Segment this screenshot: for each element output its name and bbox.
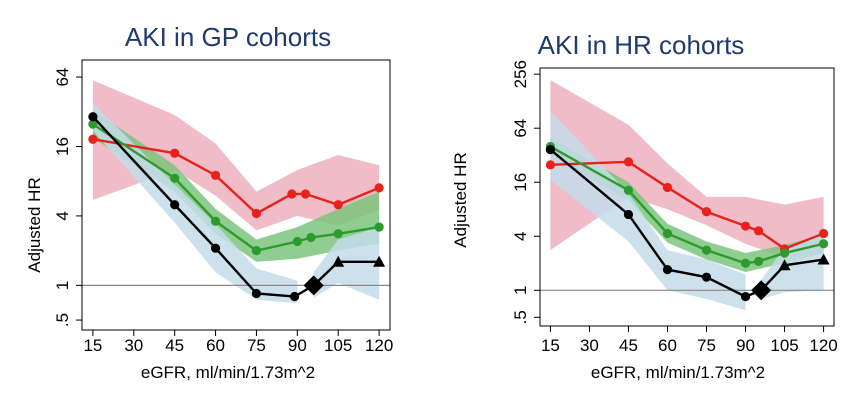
- y-tick-label: .5: [53, 313, 72, 327]
- data-point-green: [292, 236, 302, 247]
- x-tick-label: 45: [165, 336, 184, 355]
- y-tick-label: 16: [511, 173, 530, 192]
- data-point-green: [753, 256, 764, 266]
- ci-band-black-2: [92, 103, 298, 304]
- data-point-red: [753, 226, 764, 236]
- data-point-black: [88, 112, 98, 122]
- ci-band-green-1: [92, 110, 380, 262]
- chart-panel-gp: AKI in GP cohorts Adjusted HR eGFR, ml/m…: [0, 0, 410, 389]
- data-point-black: [740, 292, 751, 302]
- chart-panel-hr: AKI in HR cohorts Adjusted HR eGFR, ml/m…: [426, 0, 843, 389]
- chart-svg-hr: AKI in HR cohorts Adjusted HR eGFR, ml/m…: [451, 30, 838, 382]
- data-point-red: [300, 189, 311, 199]
- x-tick-label: 120: [365, 336, 393, 355]
- chart-title-gp: AKI in GP cohorts: [125, 22, 331, 52]
- x-tick-label: 90: [736, 336, 755, 355]
- data-point-black: [251, 288, 262, 299]
- data-point-green: [818, 239, 829, 249]
- data-point-green: [88, 119, 98, 129]
- chart-title-hr: AKI in HR cohorts: [538, 30, 745, 60]
- data-point-triangle: [373, 255, 386, 267]
- data-point-red: [740, 221, 751, 231]
- x-tick-label: 105: [770, 336, 798, 355]
- data-point-black: [170, 200, 180, 210]
- x-tick-label: 75: [247, 336, 266, 355]
- x-tick-label: 30: [124, 336, 143, 355]
- data-point-red: [287, 189, 297, 199]
- series-line-red-0: [550, 160, 825, 251]
- data-point-green: [306, 232, 316, 243]
- data-point-green: [374, 222, 384, 232]
- data-point-red: [545, 160, 556, 170]
- data-point-black: [545, 144, 556, 155]
- data-point-red: [818, 228, 829, 239]
- data-point-green: [662, 228, 673, 239]
- y-tick-label: 256: [511, 60, 530, 88]
- y-tick-label: 4: [53, 211, 72, 220]
- data-point-green: [779, 248, 790, 258]
- reference-diamond: [751, 280, 772, 301]
- data-point-triangle: [332, 255, 345, 267]
- y-axis-label-gp: Adjusted HR: [25, 177, 44, 272]
- y-tick-label: 16: [53, 137, 72, 156]
- data-point-green: [623, 185, 634, 195]
- data-point-black: [290, 291, 300, 302]
- ci-band-black-3: [313, 227, 380, 300]
- data-point-triangle: [778, 259, 791, 271]
- y-tick-label: 64: [53, 68, 72, 87]
- data-point-black: [623, 209, 634, 220]
- chart-svg-gp: AKI in GP cohorts Adjusted HR eGFR, ml/m…: [25, 22, 393, 382]
- x-tick-label: 75: [697, 336, 716, 355]
- x-tick-label: 120: [809, 336, 837, 355]
- data-point-triangle: [817, 253, 830, 265]
- data-point-green: [170, 173, 180, 183]
- x-tick-label: 45: [619, 336, 638, 355]
- data-point-red: [210, 170, 221, 180]
- x-axis-label-gp: eGFR, ml/min/1.73m^2: [141, 363, 315, 382]
- data-point-red: [170, 148, 180, 158]
- data-point-black: [210, 243, 221, 253]
- ci-band-black-2: [550, 110, 746, 311]
- data-point-red: [88, 134, 98, 144]
- data-point-red: [662, 182, 673, 193]
- y-tick-label: 64: [511, 119, 530, 138]
- data-point-red: [251, 208, 262, 219]
- y-tick-label: 4: [511, 232, 530, 241]
- x-tick-label: 15: [83, 336, 102, 355]
- ci-band-red-0: [550, 80, 824, 258]
- data-point-green: [333, 229, 343, 239]
- x-tick-label: 105: [324, 336, 352, 355]
- y-tick-label: 1: [511, 286, 530, 295]
- data-point-green: [701, 245, 712, 255]
- data-point-green: [740, 258, 751, 268]
- data-point-red: [623, 157, 634, 167]
- data-point-red: [374, 183, 384, 193]
- data-point-black: [701, 272, 712, 282]
- x-tick-label: 15: [541, 336, 560, 355]
- plot-area-0: [82, 80, 390, 304]
- y-tick-label: .5: [511, 310, 530, 324]
- plot-area-1: [540, 80, 834, 311]
- plot-frame: [81, 59, 391, 331]
- data-point-green: [210, 216, 221, 226]
- y-axis-label-hr: Adjusted HR: [451, 152, 470, 247]
- x-tick-label: 30: [580, 336, 599, 355]
- x-tick-label: 90: [288, 336, 307, 355]
- plot-frame: [539, 67, 835, 327]
- data-point-black: [662, 265, 673, 275]
- x-tick-label: 60: [658, 336, 677, 355]
- reference-diamond: [303, 275, 324, 296]
- data-point-red: [333, 200, 343, 210]
- x-axis-label-hr: eGFR, ml/min/1.73m^2: [591, 363, 765, 382]
- series-line-red-0: [92, 138, 380, 215]
- data-point-red: [701, 207, 712, 217]
- x-tick-label: 60: [206, 336, 225, 355]
- y-tick-label: 1: [53, 281, 72, 290]
- data-point-green: [251, 246, 262, 256]
